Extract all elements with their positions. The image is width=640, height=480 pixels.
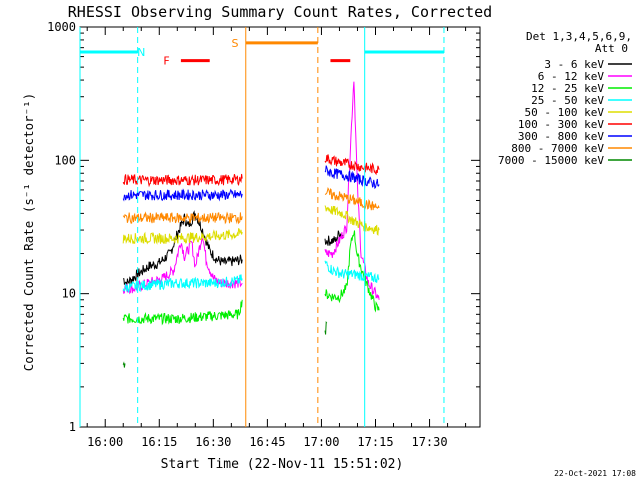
series-trace [324, 230, 344, 246]
series-trace [123, 210, 243, 288]
series-7000-15000-kev [122, 320, 328, 368]
x-tick-label: 17:00 [303, 435, 339, 449]
series-trace [122, 211, 243, 225]
series-trace [324, 165, 380, 190]
series-trace [122, 361, 126, 368]
series-6-12-kev [122, 81, 380, 300]
flag-label-s: S [231, 37, 238, 50]
x-tick-label: 16:30 [195, 435, 231, 449]
legend-label: 25 - 50 keV [531, 94, 604, 107]
chart-title: RHESSI Observing Summary Count Rates, Co… [68, 3, 492, 21]
series-trace [324, 186, 380, 211]
legend-label: 50 - 100 keV [525, 106, 605, 119]
legend-label: 6 - 12 keV [538, 70, 605, 83]
series-trace [324, 205, 380, 236]
legend-header-line-1: Det 1,3,4,5,6,9, [526, 30, 632, 43]
y-tick-label: 10 [62, 287, 76, 301]
series-trace [324, 154, 380, 176]
series-300-800-kev [122, 165, 380, 202]
y-tick-label: 100 [54, 153, 76, 167]
x-tick-label: 17:15 [357, 435, 393, 449]
legend-label: 100 - 300 keV [518, 118, 604, 131]
series-trace [122, 188, 243, 202]
flag-label-n: N [137, 46, 145, 59]
footer-date: 22-Oct-2021 17:08 [554, 469, 636, 478]
series-trace [324, 81, 380, 300]
series-trace [324, 230, 380, 313]
y-tick-label: 1 [69, 420, 76, 434]
legend-label: 3 - 6 keV [544, 58, 604, 71]
flag-label-f: F [163, 55, 169, 68]
series-trace [324, 320, 328, 335]
series-trace [122, 274, 243, 293]
series-3-6-kev [123, 210, 344, 288]
series-25-50-kev [122, 260, 380, 293]
plot-frame [79, 26, 481, 428]
series-trace [122, 299, 243, 326]
x-tick-label: 16:45 [249, 435, 285, 449]
x-tick-label: 16:00 [87, 435, 123, 449]
series-12-25-kev [122, 230, 380, 326]
legend-label: 7000 - 15000 keV [498, 154, 604, 167]
x-tick-label: 17:30 [411, 435, 447, 449]
series-800-7000-kev [122, 186, 380, 225]
series-50-100-kev [122, 205, 380, 245]
legend-label: 300 - 800 keV [518, 130, 604, 143]
plot-area: 1 10 100 1000 16:00 16:15 16:30 16:45 17:00 17:15… [47, 20, 481, 449]
series-trace [122, 173, 243, 188]
y-tick-label: 1000 [47, 20, 76, 34]
legend-header-line-2: Att 0 [595, 42, 628, 55]
y-axis-label: Corrected Count Rate (s⁻¹ detector⁻¹) [21, 93, 36, 371]
legend-label: 12 - 25 keV [531, 82, 604, 95]
legend-label: 800 - 7000 keV [511, 142, 604, 155]
series-100-300-kev [122, 154, 380, 188]
series-trace [122, 228, 243, 245]
series-trace [324, 260, 380, 283]
x-axis-label: Start Time (22-Nov-11 15:51:02) [161, 457, 404, 472]
x-tick-label: 16:15 [141, 435, 177, 449]
